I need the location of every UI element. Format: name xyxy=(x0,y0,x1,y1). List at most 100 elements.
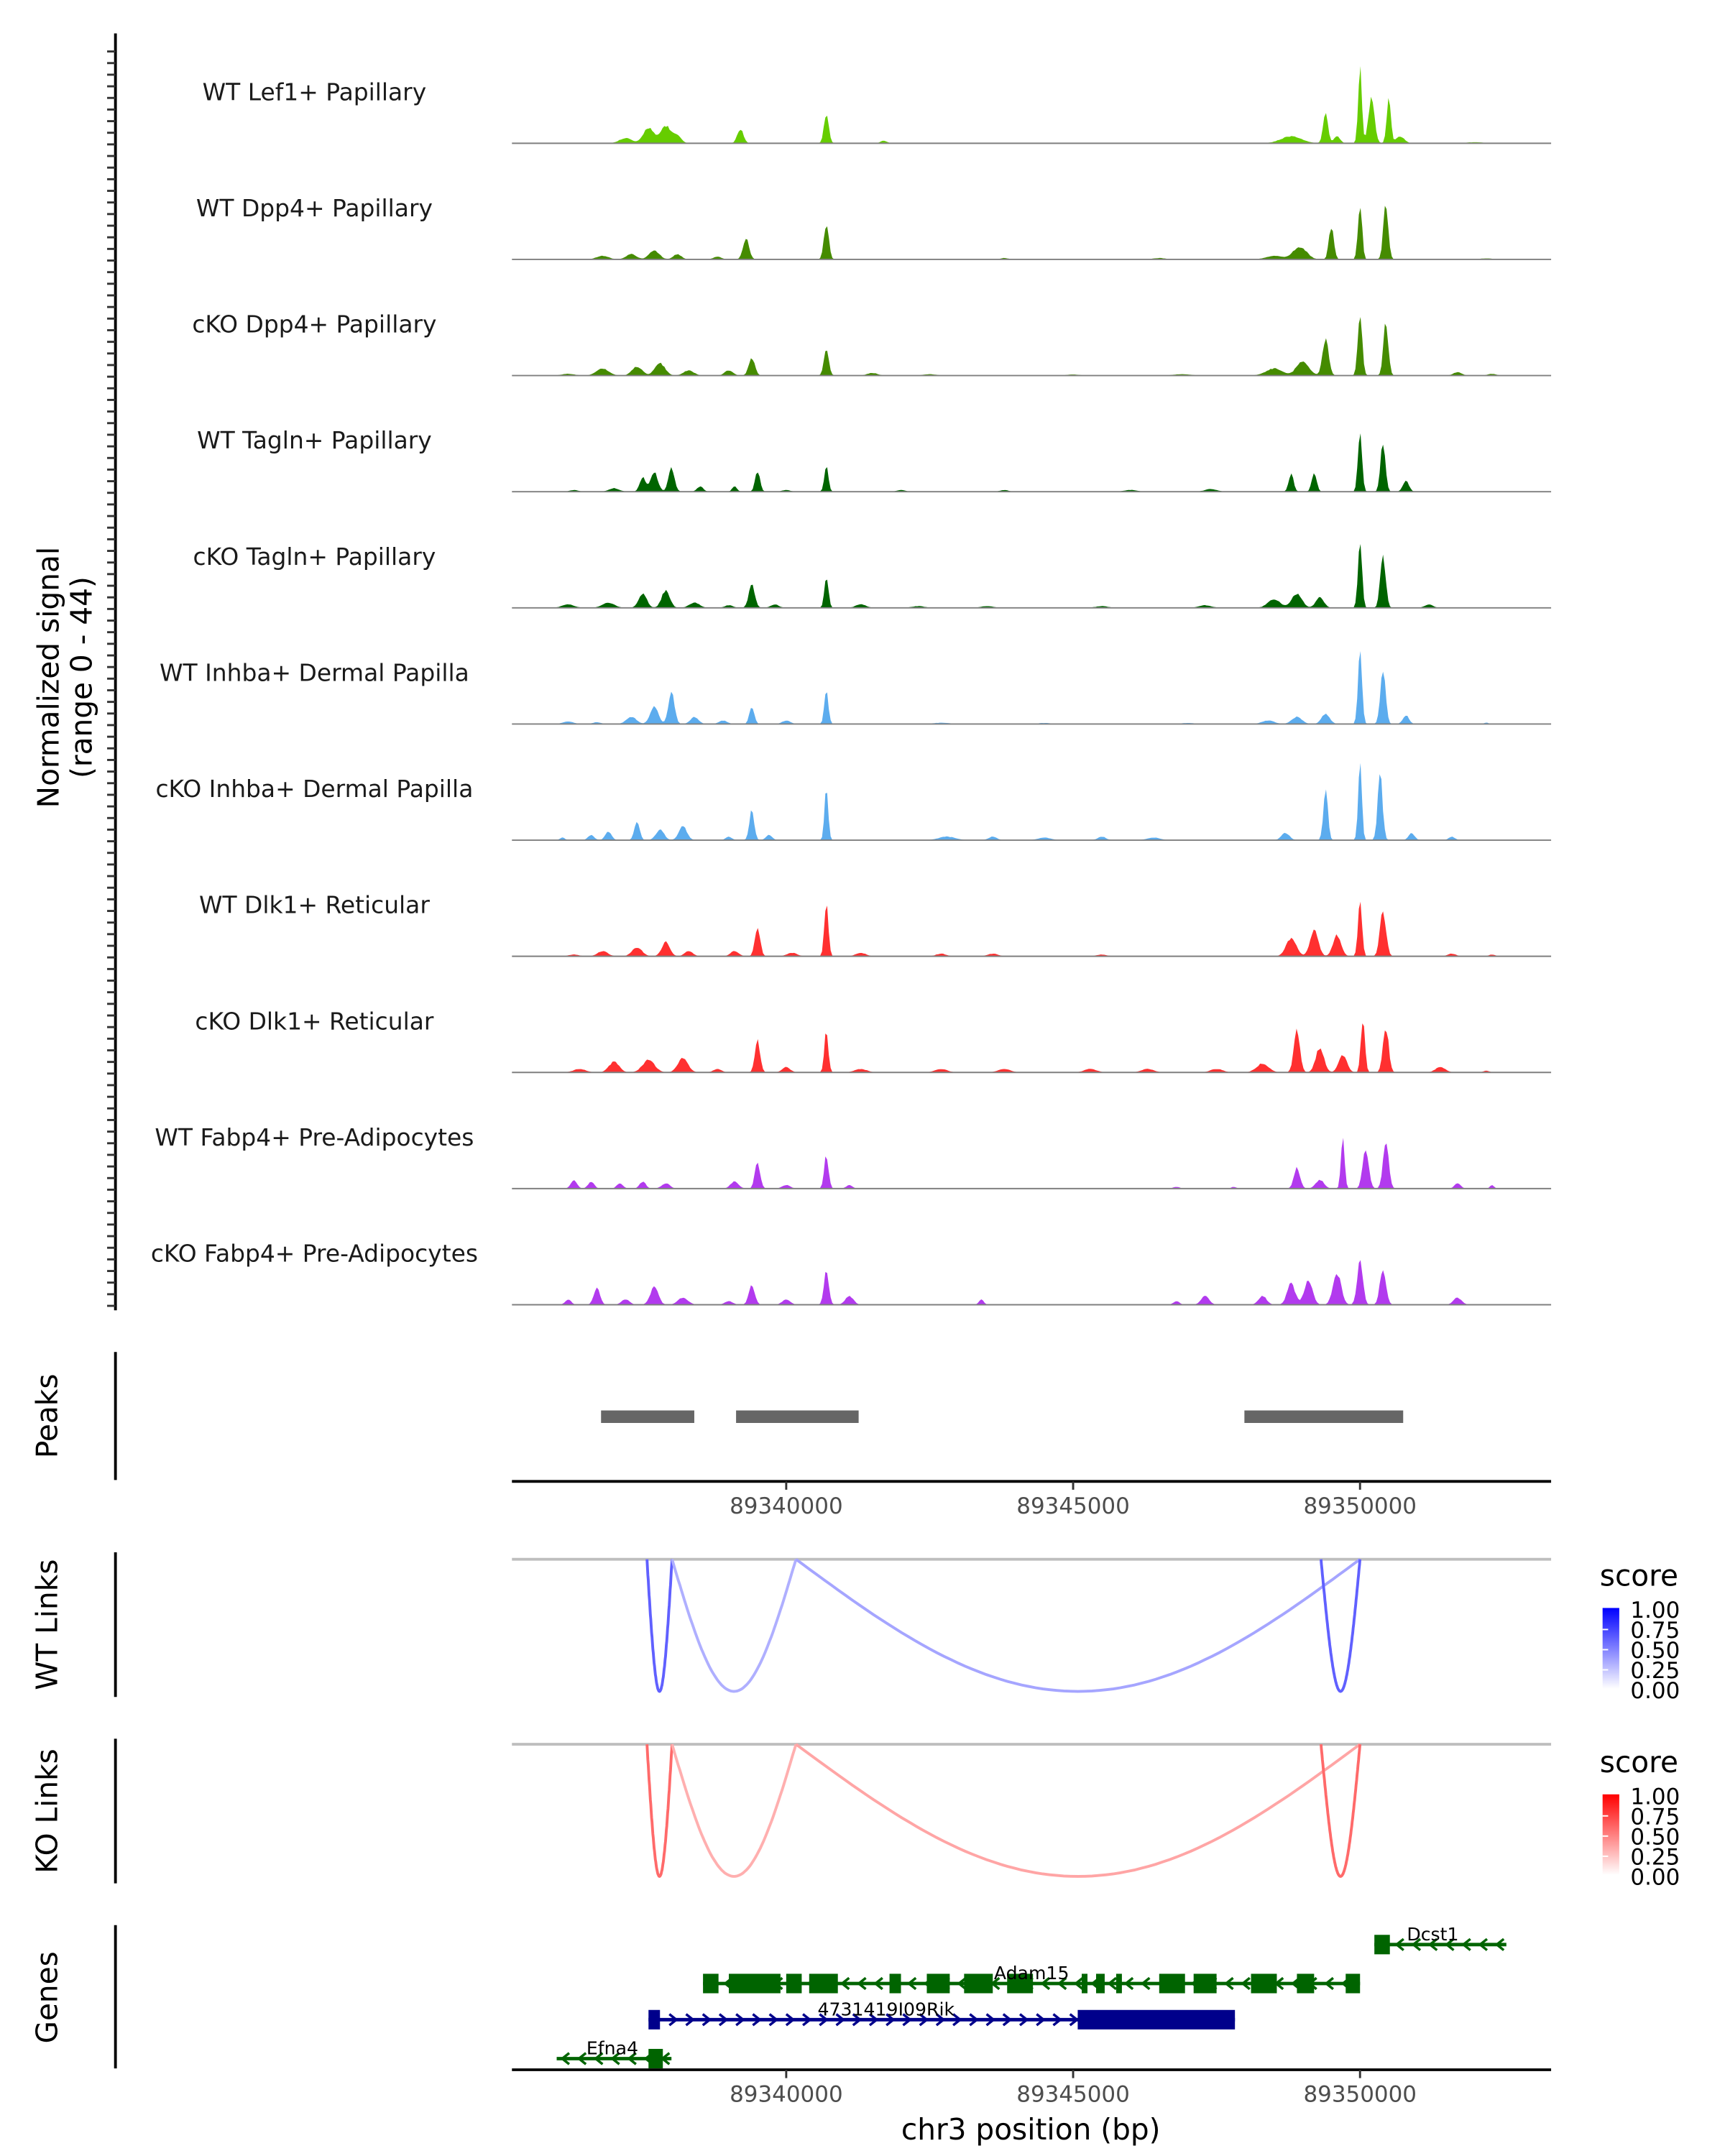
strand-chevron-right-icon xyxy=(668,2013,678,2027)
link-arc xyxy=(671,1743,798,1878)
strand-chevron-right-icon xyxy=(702,2013,712,2027)
coverage-track: WT Lef1+ Papillary xyxy=(203,66,1552,144)
strand-chevron-right-icon xyxy=(868,2013,879,2027)
strand-chevron-left-icon xyxy=(1427,1938,1438,1951)
gene-exon xyxy=(964,1973,993,1994)
ko-score-legend: score 1.000.750.500.250.00 xyxy=(1600,1745,1680,1891)
wt-legend-colorbar xyxy=(1602,1608,1619,1689)
coverage-track-label: cKO Fabp4+ Pre-Adipocytes xyxy=(151,1239,478,1267)
strand-chevron-right-icon xyxy=(852,2013,862,2027)
strand-chevron-left-icon xyxy=(1461,1938,1471,1951)
gene-exon xyxy=(1193,1973,1217,1994)
bottom-x-tick-label: 89345000 xyxy=(1016,2082,1130,2108)
link-arc xyxy=(671,1559,798,1693)
coverage-track-label: cKO Inhba+ Dermal Papilla xyxy=(155,775,473,803)
bottom-x-tick-label: 89340000 xyxy=(730,2082,843,2108)
ko-links-label: KO Links xyxy=(29,1749,64,1874)
coverage-area xyxy=(512,317,1552,376)
gene-exon xyxy=(1082,1973,1088,1994)
legend-label: 0.00 xyxy=(1630,1865,1680,1891)
coverage-area xyxy=(512,543,1552,608)
strand-chevron-right-icon xyxy=(785,2013,796,2027)
middle-x-axis: 89340000 89345000 89350000 xyxy=(512,1480,1552,1519)
link-arc xyxy=(645,1743,673,1879)
gene-exon xyxy=(703,1973,719,1994)
strand-chevron-left-icon xyxy=(1411,1938,1422,1951)
strand-chevron-right-icon xyxy=(919,2013,929,2027)
gene-exon xyxy=(786,1973,802,1994)
coverage-area xyxy=(512,763,1552,841)
gene-exon xyxy=(1297,1973,1315,1994)
legend-label: 0.50 xyxy=(1630,1638,1680,1664)
genes-track-label: Genes xyxy=(29,1951,64,2043)
strand-chevron-left-icon xyxy=(1107,1976,1118,1991)
strand-chevron-right-icon xyxy=(752,2013,762,2027)
strand-chevron-left-icon xyxy=(576,2052,587,2065)
coverage-track-label: WT Lef1+ Papillary xyxy=(203,78,427,106)
gene-models: Dcst1 Adam15 4731419I09Rik Efna4 xyxy=(556,1924,1506,2069)
coverage-track: cKO Fabp4+ Pre-Adipocytes xyxy=(151,1239,1552,1306)
strand-chevron-left-icon xyxy=(873,1976,883,1991)
coverage-track-label: WT Inhba+ Dermal Papilla xyxy=(160,658,469,686)
gene-model: Dcst1 xyxy=(1374,1924,1506,1955)
coverage-area xyxy=(512,1138,1552,1189)
gene-exon xyxy=(648,2009,661,2030)
gene-exon xyxy=(1077,2009,1236,2030)
ko-link-arcs xyxy=(645,1743,1362,1879)
coverage-y-axis-title-line1: Normalized signal xyxy=(31,547,65,808)
bottom-x-axis: 89340000 89345000 89350000 chr3 position (… xyxy=(512,2068,1552,2147)
strand-chevron-left-icon xyxy=(1057,1976,1067,1991)
gene-model: Efna4 xyxy=(556,2038,672,2069)
strand-chevron-right-icon xyxy=(1002,2013,1013,2027)
strand-chevron-left-icon xyxy=(906,1976,917,1991)
strand-chevron-left-icon xyxy=(1123,1976,1134,1991)
coverage-track: WT Dpp4+ Papillary xyxy=(196,194,1552,260)
gene-exon xyxy=(889,1973,901,1994)
middle-x-tick-label: 89350000 xyxy=(1303,1493,1417,1519)
legend-label: 1.00 xyxy=(1630,1784,1680,1810)
strand-chevron-left-icon xyxy=(1040,1976,1051,1991)
strand-chevron-left-icon xyxy=(1324,1976,1334,1991)
strand-chevron-left-icon xyxy=(610,2052,620,2065)
gene-exon xyxy=(1251,1973,1277,1994)
middle-x-tick-label: 89340000 xyxy=(730,1493,843,1519)
legend-label: 0.25 xyxy=(1630,1845,1680,1871)
legend-label: 1.00 xyxy=(1630,1598,1680,1623)
strand-chevron-right-icon xyxy=(1018,2013,1029,2027)
gene-exon xyxy=(729,1973,781,1994)
coverage-track: WT Dlk1+ Reticular xyxy=(199,891,1552,957)
wt-link-arcs xyxy=(645,1558,1362,1693)
strand-chevron-left-icon xyxy=(560,2052,571,2065)
strand-chevron-right-icon xyxy=(735,2013,745,2027)
ko-legend-colorbar xyxy=(1602,1794,1619,1876)
strand-chevron-left-icon xyxy=(857,1976,867,1991)
middle-x-ticks: 89340000 89345000 89350000 xyxy=(730,1481,1417,1519)
legend-label: 0.75 xyxy=(1630,1618,1680,1644)
coverage-track-label: cKO Tagln+ Papillary xyxy=(193,543,436,571)
strand-chevron-left-icon xyxy=(957,1976,967,1991)
peaks-panel: Peaks xyxy=(29,1352,1404,1480)
strand-chevron-right-icon xyxy=(985,2013,996,2027)
gene-exon xyxy=(1159,1973,1185,1994)
peak-region xyxy=(1244,1410,1404,1423)
gene-exon xyxy=(1374,1935,1390,1955)
strand-chevron-left-icon xyxy=(840,1976,850,1991)
coverage-panel: Normalized signal (range 0 - 44) WT Lef1… xyxy=(31,33,1552,1311)
coverage-area xyxy=(512,206,1552,259)
gene-label: Adam15 xyxy=(994,1963,1070,1984)
strand-chevron-right-icon xyxy=(802,2013,812,2027)
strand-chevron-right-icon xyxy=(819,2013,829,2027)
gene-exon xyxy=(926,1973,950,1994)
legend-label: 0.25 xyxy=(1630,1658,1680,1684)
bottom-x-ticks: 89340000 89345000 89350000 xyxy=(730,2070,1417,2108)
bottom-x-tick-label: 89350000 xyxy=(1303,2082,1417,2108)
coverage-track: WT Fabp4+ Pre-Adipocytes xyxy=(155,1123,1552,1189)
x-axis-title: chr3 position (bp) xyxy=(901,2112,1161,2147)
coverage-track: cKO Dlk1+ Reticular xyxy=(195,1007,1552,1074)
coverage-track-label: cKO Dpp4+ Papillary xyxy=(192,310,436,338)
coverage-track-label: cKO Dlk1+ Reticular xyxy=(195,1007,434,1035)
coverage-track-label: WT Fabp4+ Pre-Adipocytes xyxy=(155,1123,474,1151)
wt-legend-title: score xyxy=(1600,1558,1678,1593)
coverage-area xyxy=(512,1260,1552,1305)
peak-regions xyxy=(601,1410,1404,1423)
